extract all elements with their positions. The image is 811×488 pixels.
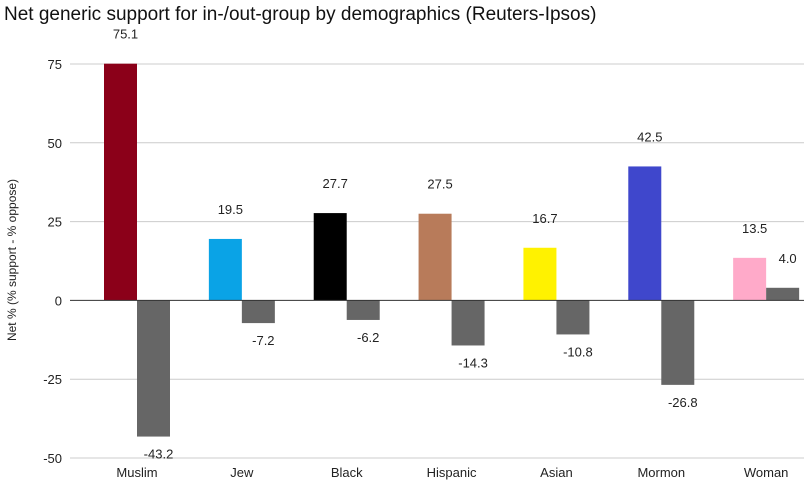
- bar-woman-out-group: [766, 287, 800, 301]
- bars: [104, 63, 800, 437]
- bar-woman-in-group: [733, 257, 767, 301]
- x-tick-label: Hispanic: [427, 465, 477, 480]
- bar-asian-in-group: [523, 247, 557, 301]
- y-tick-label: 75: [48, 57, 62, 72]
- data-label: 13.5: [742, 221, 767, 236]
- bar-black-in-group: [313, 213, 347, 301]
- data-label: 4.0: [779, 251, 797, 266]
- bar-hispanic-out-group: [451, 300, 485, 346]
- data-label: 27.7: [323, 176, 348, 191]
- bar-mormon-out-group: [661, 300, 695, 385]
- x-tick-label: Asian: [540, 465, 573, 480]
- bar-muslim-out-group: [137, 300, 170, 437]
- data-label: 16.7: [532, 211, 557, 226]
- bar-black-out-group: [346, 300, 380, 320]
- x-tick-label: Woman: [744, 465, 789, 480]
- y-tick-label: 25: [48, 215, 62, 230]
- data-label: -43.2: [144, 447, 174, 462]
- y-tick-label: 50: [48, 136, 62, 151]
- y-tick-label: 0: [55, 293, 62, 308]
- bar-mormon-in-group: [628, 166, 662, 301]
- data-labels: 75.1 -43.2 19.5 -7.2 27.7 -6.2 27.5 -14.3 16.7 -1…: [113, 27, 797, 462]
- data-label: 42.5: [637, 129, 662, 144]
- x-tick-label: Black: [331, 465, 363, 480]
- bar-asian-out-group: [556, 300, 590, 335]
- bar-hispanic-in-group: [418, 213, 452, 301]
- y-tick-label: -50: [43, 451, 62, 466]
- data-label: -14.3: [458, 355, 488, 370]
- data-label: 19.5: [218, 202, 243, 217]
- data-label: 27.5: [427, 177, 452, 192]
- data-label: -6.2: [357, 330, 379, 345]
- data-label: -26.8: [668, 395, 698, 410]
- chart-title: Net generic support for in-/out-group by…: [4, 4, 597, 25]
- bar-muslim-in-group: [104, 63, 137, 301]
- bar-jew-out-group: [241, 300, 275, 324]
- data-label: 75.1: [113, 27, 138, 42]
- y-axis-title: Net % (% support - % oppose): [5, 179, 19, 341]
- x-tick-label: Jew: [230, 465, 254, 480]
- data-label: -7.2: [252, 333, 274, 348]
- bar-jew-in-group: [208, 238, 242, 301]
- axes: 75 50 25 0 -25 -50 Muslim Jew Black Hispanic Asian…: [43, 57, 804, 480]
- x-tick-label: Mormon: [637, 465, 685, 480]
- data-label: -10.8: [563, 344, 593, 359]
- y-tick-label: -25: [43, 372, 62, 387]
- x-tick-label: Muslim: [116, 465, 157, 480]
